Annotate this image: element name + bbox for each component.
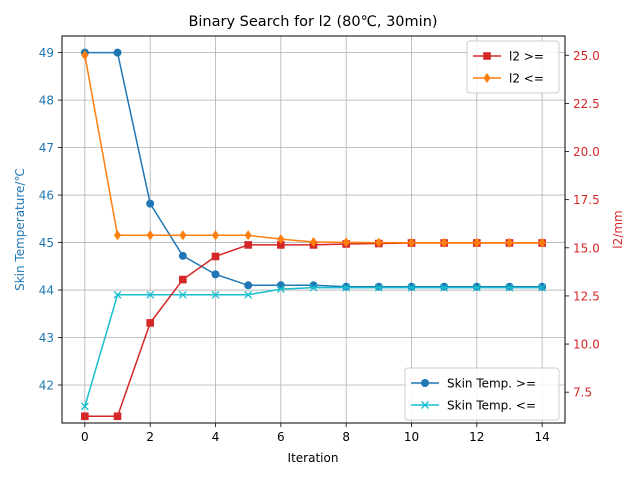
data-point-skin-temp <box>178 290 187 299</box>
data-point-l2 <box>342 237 350 248</box>
data-point-l2 <box>538 237 546 248</box>
data-point-l2 <box>113 412 122 421</box>
legend-marker <box>421 401 429 409</box>
data-point-skin-temp <box>146 290 155 299</box>
left-y-tick-label: 45 <box>39 236 54 250</box>
data-point-skin-temp <box>211 290 220 299</box>
data-point-skin-temp <box>472 283 481 292</box>
data-point-skin-temp <box>309 283 318 292</box>
legend-label: Skin Temp. <= <box>447 399 536 413</box>
data-point-skin-temp <box>472 282 481 291</box>
data-point-skin-temp <box>244 281 253 290</box>
data-point-l2 <box>179 230 187 241</box>
legend-box <box>404 367 560 421</box>
data-point-l2 <box>179 275 187 284</box>
left-y-tick-label: 43 <box>39 331 54 345</box>
data-point-l2 <box>375 237 383 248</box>
data-point-skin-temp <box>374 283 383 292</box>
data-point-skin-temp <box>374 282 383 291</box>
right-y-tick-label: 22.5 <box>573 97 600 111</box>
data-point-l2 <box>277 241 285 249</box>
data-point-l2 <box>81 412 89 421</box>
right-y-tick-label: 10.0 <box>573 338 600 352</box>
legend-label: l2 >= <box>509 50 544 64</box>
x-tick-label: 10 <box>404 430 419 444</box>
data-point-skin-temp <box>342 283 351 292</box>
legend-marker <box>483 52 491 60</box>
data-point-l2 <box>407 237 416 248</box>
data-point-skin-temp <box>276 281 285 290</box>
right-y-tick-label: 12.5 <box>573 289 600 303</box>
right-y-tick-label: 7.5 <box>573 386 592 400</box>
x-tick-label: 4 <box>212 430 220 444</box>
data-point-skin-temp <box>276 285 285 294</box>
data-point-skin-temp <box>407 282 416 291</box>
right-y-tick-label: 20.0 <box>573 145 600 159</box>
right-y-tick-label: 25.0 <box>573 49 600 63</box>
x-tick-label: 8 <box>342 430 350 444</box>
legend-skin-temp: Skin Temp. >= Skin Temp. <= <box>404 367 560 421</box>
axes: 0 2 4 6 8 10 12 1442434445464748497.510.012.515… <box>39 46 600 444</box>
grid <box>62 36 565 423</box>
legend-marker <box>421 379 429 387</box>
data-point-skin-temp <box>146 199 155 208</box>
left-y-axis-label: Skin Temperature/℃ <box>13 168 27 291</box>
x-tick-label: 12 <box>469 430 484 444</box>
data-point-l2 <box>440 237 448 248</box>
data-point-skin-temp <box>538 283 547 292</box>
data-point-skin-temp <box>178 251 187 260</box>
legend-marker <box>483 73 491 83</box>
x-tick-label: 14 <box>534 430 549 444</box>
data-point-l2 <box>113 230 122 241</box>
legend-label: l2 <= <box>509 72 544 86</box>
legend-label: Skin Temp. >= <box>447 377 536 391</box>
data-point-skin-temp <box>113 290 122 299</box>
data-point-skin-temp <box>440 283 449 292</box>
data-point-l2 <box>309 237 318 248</box>
data-point-l2 <box>505 237 514 248</box>
chart-title: Binary Search for l2 (80℃, 30min) <box>188 14 437 30</box>
data-point-skin-temp <box>113 48 122 57</box>
right-y-axis-label: l2/mm <box>611 210 625 248</box>
data-point-skin-temp <box>407 283 416 292</box>
data-point-l2 <box>244 241 252 249</box>
right-y-tick-label: 17.5 <box>573 193 600 207</box>
data-point-l2 <box>473 237 481 248</box>
left-y-tick-label: 44 <box>39 284 54 298</box>
legend-l2: l2 >= l2 <= <box>466 40 560 94</box>
data-point-skin-temp <box>538 282 547 291</box>
data-point-l2 <box>146 230 154 241</box>
left-y-tick-label: 48 <box>39 94 54 108</box>
x-tick-label: 0 <box>81 430 89 444</box>
plot-frame <box>61 35 566 424</box>
data-point-l2 <box>244 230 252 241</box>
x-tick-label: 6 <box>277 430 285 444</box>
x-axis-label: Iteration <box>288 451 339 465</box>
data-point-l2 <box>211 252 220 261</box>
data-point-skin-temp <box>505 282 514 291</box>
data-point-l2 <box>81 50 89 61</box>
left-y-tick-label: 49 <box>39 46 54 60</box>
x-tick-label: 2 <box>146 430 154 444</box>
data-point-l2 <box>146 319 154 327</box>
data-point-skin-temp <box>505 283 514 292</box>
left-y-tick-label: 46 <box>39 189 54 203</box>
data-point-l2 <box>277 234 285 245</box>
data-point-skin-temp <box>440 282 449 291</box>
left-y-tick-label: 42 <box>39 379 54 393</box>
left-y-tick-label: 47 <box>39 141 54 155</box>
data-point-skin-temp <box>211 270 220 279</box>
data-point-skin-temp <box>244 290 253 299</box>
data-point-skin-temp <box>80 402 89 411</box>
data-point-skin-temp <box>342 282 351 291</box>
series-layer <box>80 48 547 421</box>
right-y-tick-label: 15.0 <box>573 241 600 255</box>
data-point-l2 <box>211 230 220 241</box>
